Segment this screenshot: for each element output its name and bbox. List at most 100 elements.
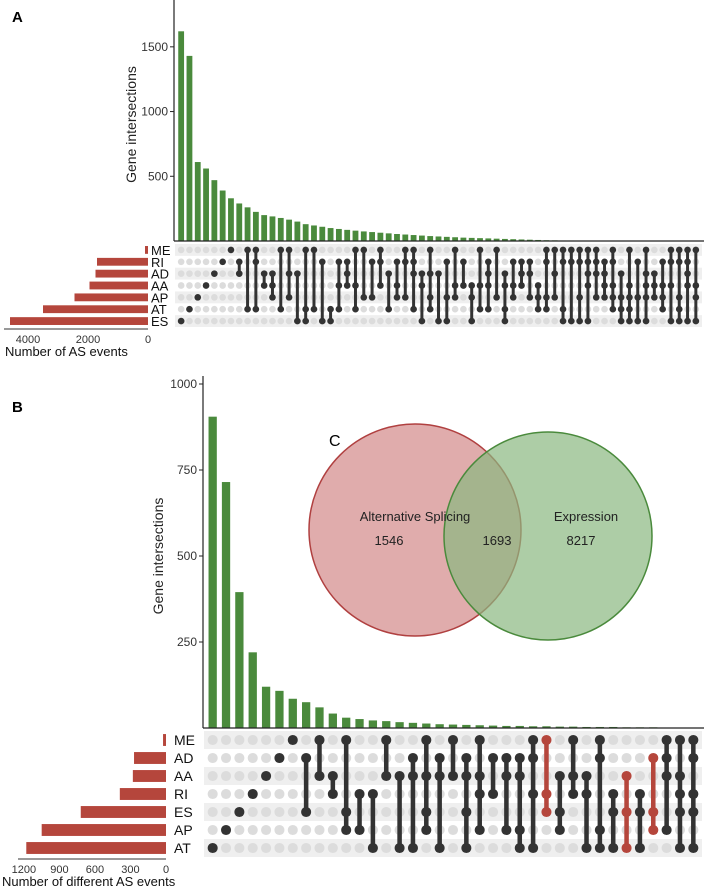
matrix-dot-empty [234, 842, 245, 854]
matrix-dot-empty [418, 246, 426, 254]
matrix-dot-empty [659, 246, 666, 254]
matrix-dot-empty [617, 258, 625, 266]
set-label: ME [151, 243, 171, 258]
matrix-dot-filled [648, 752, 659, 764]
matrix-dot-empty [294, 246, 301, 254]
matrix-dot-filled [509, 294, 517, 301]
matrix-dot-filled [426, 305, 434, 313]
matrix-dot-empty [285, 317, 293, 325]
matrix-dot-empty [368, 246, 376, 254]
set-size-bar [134, 752, 166, 764]
matrix-dot-empty [177, 282, 185, 289]
matrix-dot-empty [177, 294, 185, 301]
matrix-dot-filled [674, 770, 686, 782]
matrix-dot-empty [335, 246, 343, 254]
matrix-dot-filled [435, 317, 442, 325]
set-size-bar [41, 824, 166, 836]
matrix-dot-filled [543, 305, 550, 313]
matrix-dot-filled [617, 305, 625, 313]
matrix-dot-filled [642, 246, 650, 254]
matrix-dot-empty [274, 806, 285, 818]
matrix-dot-filled [269, 282, 276, 289]
matrix-dot-filled [581, 770, 592, 782]
set-label: ME [174, 732, 195, 748]
matrix-dot-filled [468, 282, 476, 289]
matrix-dot-filled [617, 317, 625, 325]
matrix-dot-empty [488, 734, 499, 746]
matrix-dot-empty [518, 294, 525, 301]
matrix-dot-empty [501, 842, 512, 854]
matrix-dot-empty [385, 246, 393, 254]
intersection-bar [377, 232, 384, 241]
matrix-dot-empty [247, 770, 258, 782]
matrix-dot-empty [354, 770, 365, 782]
matrix-dot-filled [354, 788, 365, 800]
matrix-dot-filled [651, 294, 658, 301]
matrix-dot-filled [220, 824, 232, 836]
matrix-dot-empty [287, 752, 298, 764]
matrix-dot-empty [247, 734, 258, 746]
matrix-dot-empty [260, 294, 268, 301]
matrix-dot-filled [514, 752, 525, 764]
matrix-dot-filled [421, 824, 432, 836]
matrix-dot-filled [688, 806, 699, 818]
matrix-dot-filled [343, 282, 351, 289]
matrix-dot-empty [435, 258, 442, 266]
matrix-dot-empty [343, 294, 351, 301]
matrix-dot-filled [659, 282, 666, 289]
matrix-dot-filled [514, 770, 525, 782]
set-label: AA [174, 768, 193, 784]
matrix-dot-filled [692, 282, 700, 289]
matrix-dot-filled [235, 270, 243, 277]
matrix-dot-empty [648, 842, 659, 854]
matrix-dot-filled [327, 788, 338, 800]
matrix-dot-empty [368, 317, 376, 325]
matrix-dot-filled [434, 770, 445, 782]
matrix-dot-empty [285, 305, 293, 313]
panel-a-matrix [175, 244, 702, 327]
set-tick-label: 0 [163, 864, 169, 876]
matrix-dot-empty [568, 842, 579, 854]
intersection-bar [208, 416, 217, 728]
matrix-dot-filled [451, 282, 459, 289]
matrix-dot-empty [651, 317, 658, 325]
matrix-dot-filled [352, 305, 359, 313]
matrix-dot-filled [468, 317, 476, 325]
matrix-dot-empty [609, 317, 617, 325]
matrix-dot-filled [484, 305, 492, 313]
matrix-dot-filled [674, 788, 686, 800]
matrix-dot-filled [394, 770, 405, 782]
set-size-bar [89, 281, 148, 290]
matrix-dot-filled [385, 305, 393, 313]
matrix-dot-empty [211, 305, 218, 313]
matrix-dot-empty [220, 734, 232, 746]
set-tick-label: 900 [50, 864, 68, 876]
matrix-dot-filled [360, 246, 368, 254]
matrix-dot-filled [418, 282, 426, 289]
matrix-dot-filled [559, 317, 567, 325]
set-label: AT [174, 840, 191, 856]
y-tick-label: 1000 [170, 377, 197, 391]
intersection-bar [277, 217, 284, 241]
matrix-dot-empty [460, 294, 467, 301]
matrix-dot-filled [318, 258, 326, 266]
panel-letter-a: A [12, 9, 23, 26]
matrix-dot-filled [252, 305, 260, 313]
matrix-dot-empty [484, 317, 492, 325]
matrix-dot-empty [501, 246, 509, 254]
matrix-dot-empty [367, 770, 378, 782]
matrix-dot-empty [207, 788, 218, 800]
matrix-dot-empty [247, 806, 258, 818]
matrix-dot-empty [274, 770, 285, 782]
matrix-dot-empty [202, 258, 210, 266]
matrix-dot-filled [594, 824, 605, 836]
matrix-dot-filled [474, 788, 485, 800]
matrix-dot-empty [551, 317, 559, 325]
matrix-dot-empty [634, 770, 645, 782]
matrix-dot-empty [186, 317, 193, 325]
matrix-dot-filled [474, 734, 485, 746]
matrix-dot-filled [461, 842, 472, 854]
intersection-bar [555, 726, 564, 728]
intersection-bar [368, 720, 378, 728]
venn-count-overlap: 1693 [483, 533, 512, 548]
